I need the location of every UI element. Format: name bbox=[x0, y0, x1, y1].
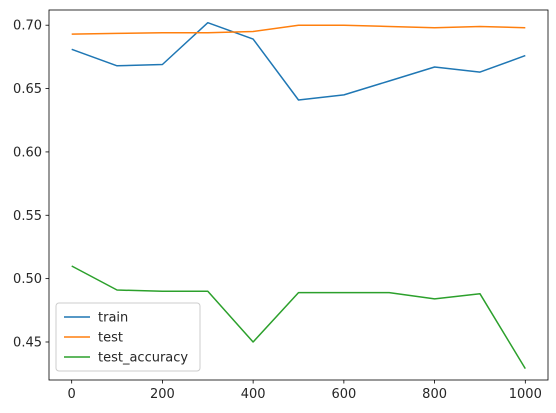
y-tick-label: 0.55 bbox=[13, 209, 42, 224]
series-line-test bbox=[71, 24, 526, 35]
legend-label: test bbox=[98, 331, 123, 346]
legend: train test test_accuracy bbox=[55, 302, 201, 372]
series-line-train bbox=[71, 21, 526, 101]
series-line-test-accuracy bbox=[71, 265, 526, 369]
y-tick-label: 0.65 bbox=[13, 82, 42, 97]
y-tick-label: 0.50 bbox=[13, 272, 42, 287]
x-tick-label: 800 bbox=[422, 387, 447, 402]
y-axis: 0.45 0.50 0.55 0.60 0.65 0.70 bbox=[13, 19, 49, 350]
y-tick-label: 0.60 bbox=[13, 145, 42, 160]
plot-frame bbox=[48, 9, 549, 381]
legend-box bbox=[55, 302, 201, 372]
legend-label: train bbox=[98, 311, 128, 326]
legend-label: test_accuracy bbox=[98, 351, 188, 366]
x-tick-label: 600 bbox=[331, 387, 356, 402]
x-tick-label: 200 bbox=[150, 387, 175, 402]
x-tick-label: 1000 bbox=[509, 387, 542, 402]
y-tick-label: 0.45 bbox=[13, 335, 42, 350]
x-axis: 0 200 400 600 800 1000 bbox=[68, 380, 542, 402]
y-tick-label: 0.70 bbox=[13, 19, 42, 34]
series-lines bbox=[71, 21, 526, 369]
x-tick-label: 0 bbox=[68, 387, 76, 402]
x-tick-label: 400 bbox=[241, 387, 266, 402]
